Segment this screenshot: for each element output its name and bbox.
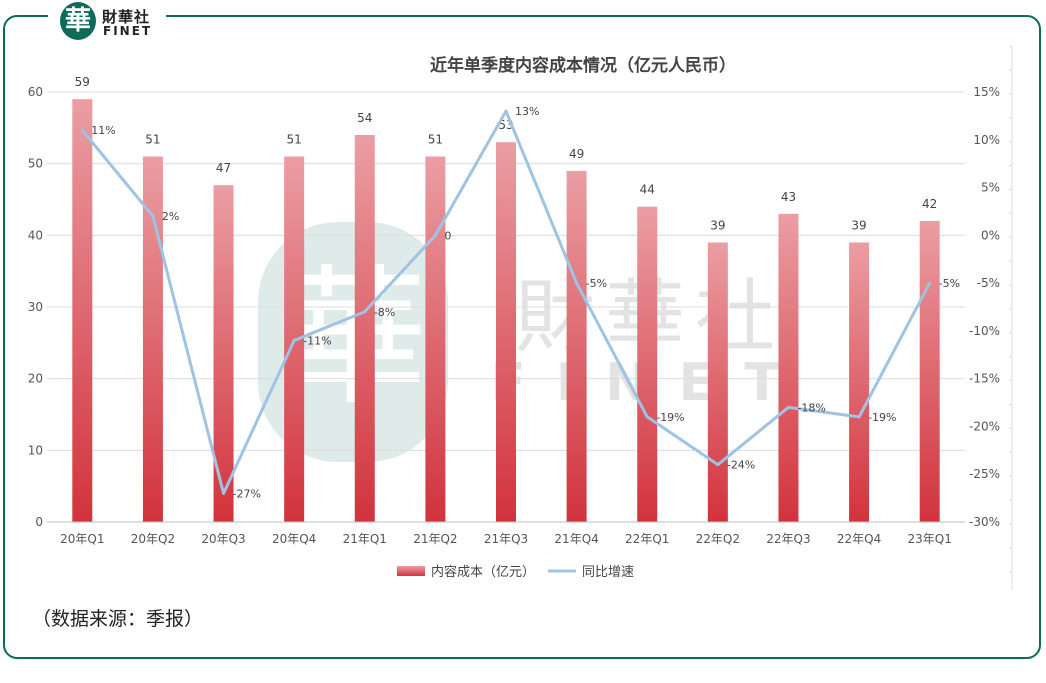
y-left-tick-label: 10 <box>28 443 43 457</box>
x-tick-label: 20年Q3 <box>201 532 245 546</box>
x-tick-label: 21年Q1 <box>343 532 387 546</box>
y-left-tick-label: 60 <box>28 85 43 99</box>
legend: 内容成本（亿元） 同比增速 <box>397 564 634 580</box>
y-right-tick-label: 5% <box>981 181 1000 195</box>
x-tick-label: 21年Q3 <box>484 532 528 546</box>
x-tick-label: 22年Q2 <box>696 532 740 546</box>
y-left-tick-label: 50 <box>28 157 43 171</box>
x-tick-label: 20年Q4 <box>272 532 316 546</box>
line-value-label: 11% <box>91 124 115 137</box>
line-point <box>292 338 296 342</box>
bar-value-label: 59 <box>75 75 90 89</box>
line-point <box>575 281 579 285</box>
line-value-label: -8% <box>374 306 395 319</box>
line-labels: 11% 2% -27% -11% -8% 0 13% -5% -19% -24% -18% -19% -… <box>91 105 960 500</box>
line-point <box>716 463 720 467</box>
y-right-tick-label: -10% <box>969 324 1000 338</box>
line-value-label: 13% <box>515 105 539 118</box>
bar-value-label: 51 <box>428 133 443 147</box>
bar <box>354 135 375 522</box>
y-axis-left: 0 10 20 30 40 50 60 <box>28 85 43 529</box>
x-tick-label: 22年Q1 <box>625 532 669 546</box>
logo-text-en: FINET <box>103 24 153 38</box>
bar <box>566 170 587 523</box>
x-tick-label: 21年Q2 <box>413 532 457 546</box>
bar <box>849 242 870 522</box>
line-point <box>222 491 226 495</box>
line-value-label: -24% <box>727 459 755 472</box>
legend-label-line: 同比增速 <box>582 565 634 580</box>
bar <box>637 206 658 522</box>
data-source-note: （数据来源：季报） <box>32 608 204 630</box>
line-value-label: -5% <box>586 277 607 290</box>
bar-value-label: 42 <box>922 197 937 211</box>
logo-mark-icon: 華 <box>60 2 96 40</box>
y-left-tick-label: 40 <box>28 228 43 242</box>
line-value-label: 0 <box>444 229 451 242</box>
bar <box>919 221 940 522</box>
bar-value-label: 43 <box>781 190 796 204</box>
bar <box>707 242 728 522</box>
y-axis-right: -30% -25% -20% -15% -10% -5% 0% 5% 10% 15% <box>969 45 1013 590</box>
x-tick-label: 20年Q2 <box>131 532 175 546</box>
x-axis: 20年Q1 20年Q2 20年Q3 20年Q4 21年Q1 21年Q2 21年Q3 21年Q4… <box>47 521 965 546</box>
bar <box>496 142 516 522</box>
y-left-tick-label: 20 <box>28 372 43 386</box>
x-tick-label: 22年Q3 <box>766 532 810 546</box>
line-value-label: 2% <box>162 210 179 223</box>
x-tick-label: 21年Q4 <box>554 532 598 546</box>
line-value-label: -27% <box>233 487 261 500</box>
x-tick-label: 20年Q1 <box>60 532 104 546</box>
line-point <box>928 281 932 285</box>
line-point <box>786 405 790 409</box>
y-right-tick-label: 0% <box>981 228 1000 242</box>
line-value-label: -19% <box>656 411 684 424</box>
line-value-label: -18% <box>797 401 825 414</box>
chart-title: 近年单季度内容成本情况（亿元人民币） <box>430 55 736 76</box>
bar-value-label: 44 <box>640 183 655 197</box>
bar-value-label: 49 <box>569 147 584 161</box>
bar-value-label: 51 <box>287 133 302 147</box>
line-point <box>857 415 861 419</box>
line-value-label: -11% <box>303 334 331 347</box>
y-right-tick-label: 10% <box>973 133 1000 147</box>
bar <box>72 99 93 523</box>
line-value-label: -19% <box>868 411 896 424</box>
legend-swatch-bar <box>397 566 425 576</box>
line-point <box>433 233 437 237</box>
line-point <box>80 128 84 132</box>
bar-value-label: 39 <box>710 219 725 233</box>
bar <box>213 185 234 522</box>
bar-value-label: 51 <box>145 133 160 147</box>
bar-value-label: 54 <box>357 111 372 125</box>
bar-value-label: 47 <box>216 161 231 175</box>
line-point <box>504 109 508 113</box>
y-right-tick-label: -20% <box>969 419 1000 433</box>
line-value-label: -5% <box>939 277 960 290</box>
line-point <box>151 214 155 218</box>
y-right-tick-label: -30% <box>969 515 1000 529</box>
y-right-tick-label: -15% <box>969 372 1000 386</box>
y-left-tick-label: 30 <box>28 300 43 314</box>
y-right-tick-label: -5% <box>977 276 1000 290</box>
line-series <box>80 109 932 495</box>
bar <box>142 156 163 522</box>
x-tick-label: 22年Q4 <box>837 532 881 546</box>
x-tick-label: 23年Q1 <box>908 532 952 546</box>
watermark-en: FINET <box>490 353 809 413</box>
brand-logo: 華 財華社 FINET <box>48 0 166 44</box>
logo-text-cn: 財華社 <box>102 8 151 26</box>
legend-label-bar: 内容成本（亿元） <box>431 564 535 580</box>
y-right-tick-label: 15% <box>973 85 1000 99</box>
line-point <box>363 310 367 314</box>
bar-series <box>72 99 940 523</box>
bar-value-label: 39 <box>851 219 866 233</box>
bar <box>778 213 799 523</box>
bar <box>425 156 446 522</box>
y-left-tick-label: 0 <box>35 515 43 529</box>
y-right-tick-label: -25% <box>969 467 1000 481</box>
line-point <box>645 415 649 419</box>
